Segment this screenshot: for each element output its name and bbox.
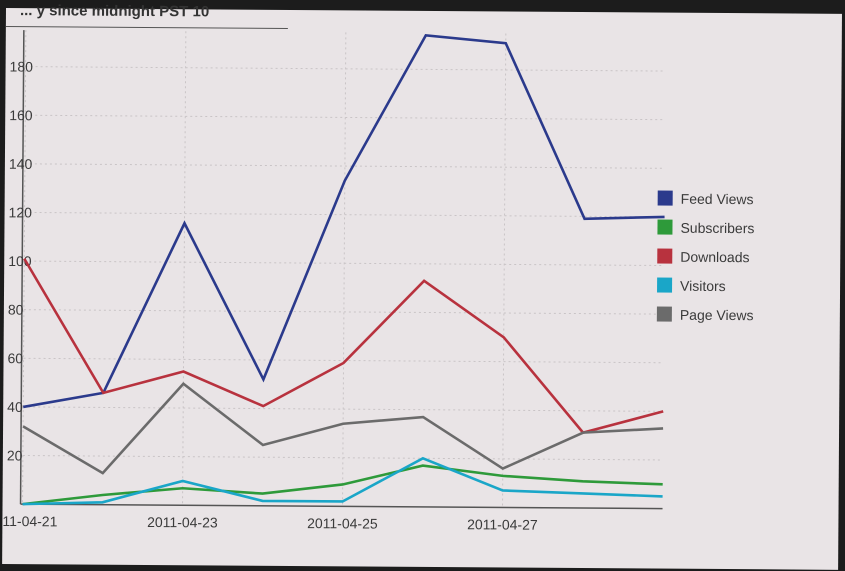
legend-label-feed-views: Feed Views: [681, 191, 754, 208]
legend-label-page-views: Page Views: [680, 307, 754, 324]
y-tick-label-3: 80: [8, 302, 24, 318]
grid-line-y-2: [23, 357, 664, 364]
x-tick-label-0: 11-04-21: [2, 513, 57, 529]
grid-line-x-3: [502, 33, 507, 508]
series-line-downloads: [23, 257, 664, 435]
y-tick-label-4: 100: [8, 253, 32, 269]
y-tick-label-0: 20: [7, 447, 23, 463]
legend: Feed Views Subscribers Downloads Visitors Pa…: [656, 190, 754, 324]
legend-swatch-feed-views: [657, 190, 673, 206]
line-chart: 20 40 60 80 100 120 140 160 180 11-04-21 2011-04-…: [2, 30, 754, 533]
x-axis-line: [20, 503, 663, 510]
x-tick-label-1: 2011-04-23: [147, 514, 218, 530]
grid-line-y-6: [24, 163, 665, 169]
x-tick-label-2: 2011-04-25: [307, 515, 378, 531]
series-line-page-views: [22, 381, 664, 475]
series-line-subscribers: [22, 464, 663, 506]
series-line-visitors: [22, 456, 663, 506]
y-tick-label-2: 60: [7, 350, 23, 366]
legend-label-visitors: Visitors: [680, 278, 726, 294]
legend-label-downloads: Downloads: [680, 249, 749, 265]
legend-swatch-downloads: [657, 248, 673, 264]
y-axis-line: [19, 30, 25, 505]
y-tick-label-1: 40: [7, 399, 23, 415]
y-tick-label-5: 120: [9, 204, 33, 220]
y-tick-label-8: 180: [10, 58, 34, 74]
legend-swatch-visitors: [657, 277, 673, 293]
axes: [19, 30, 663, 510]
grid-line-x-1: [182, 31, 187, 506]
series-lines: [22, 33, 665, 506]
legend-swatch-subscribers: [657, 219, 673, 235]
grid-line-x-0: [22, 30, 27, 505]
grid-line-y-3: [23, 309, 664, 315]
legend-swatch-page-views: [656, 306, 672, 322]
grid-lines: [22, 30, 666, 508]
legend-label-subscribers: Subscribers: [680, 220, 754, 237]
x-tick-labels: 11-04-21 2011-04-23 2011-04-25 2011-04-27: [2, 513, 538, 533]
y-tick-label-7: 160: [9, 107, 33, 123]
grid-line-x-2: [342, 32, 347, 507]
y-tick-labels: 20 40 60 80 100 120 140 160 180: [7, 58, 33, 463]
grid-line-y-5: [24, 211, 665, 218]
y-tick-label-6: 140: [9, 156, 33, 172]
series-line-feed-views: [22, 33, 665, 409]
x-tick-label-3: 2011-04-27: [467, 516, 538, 532]
